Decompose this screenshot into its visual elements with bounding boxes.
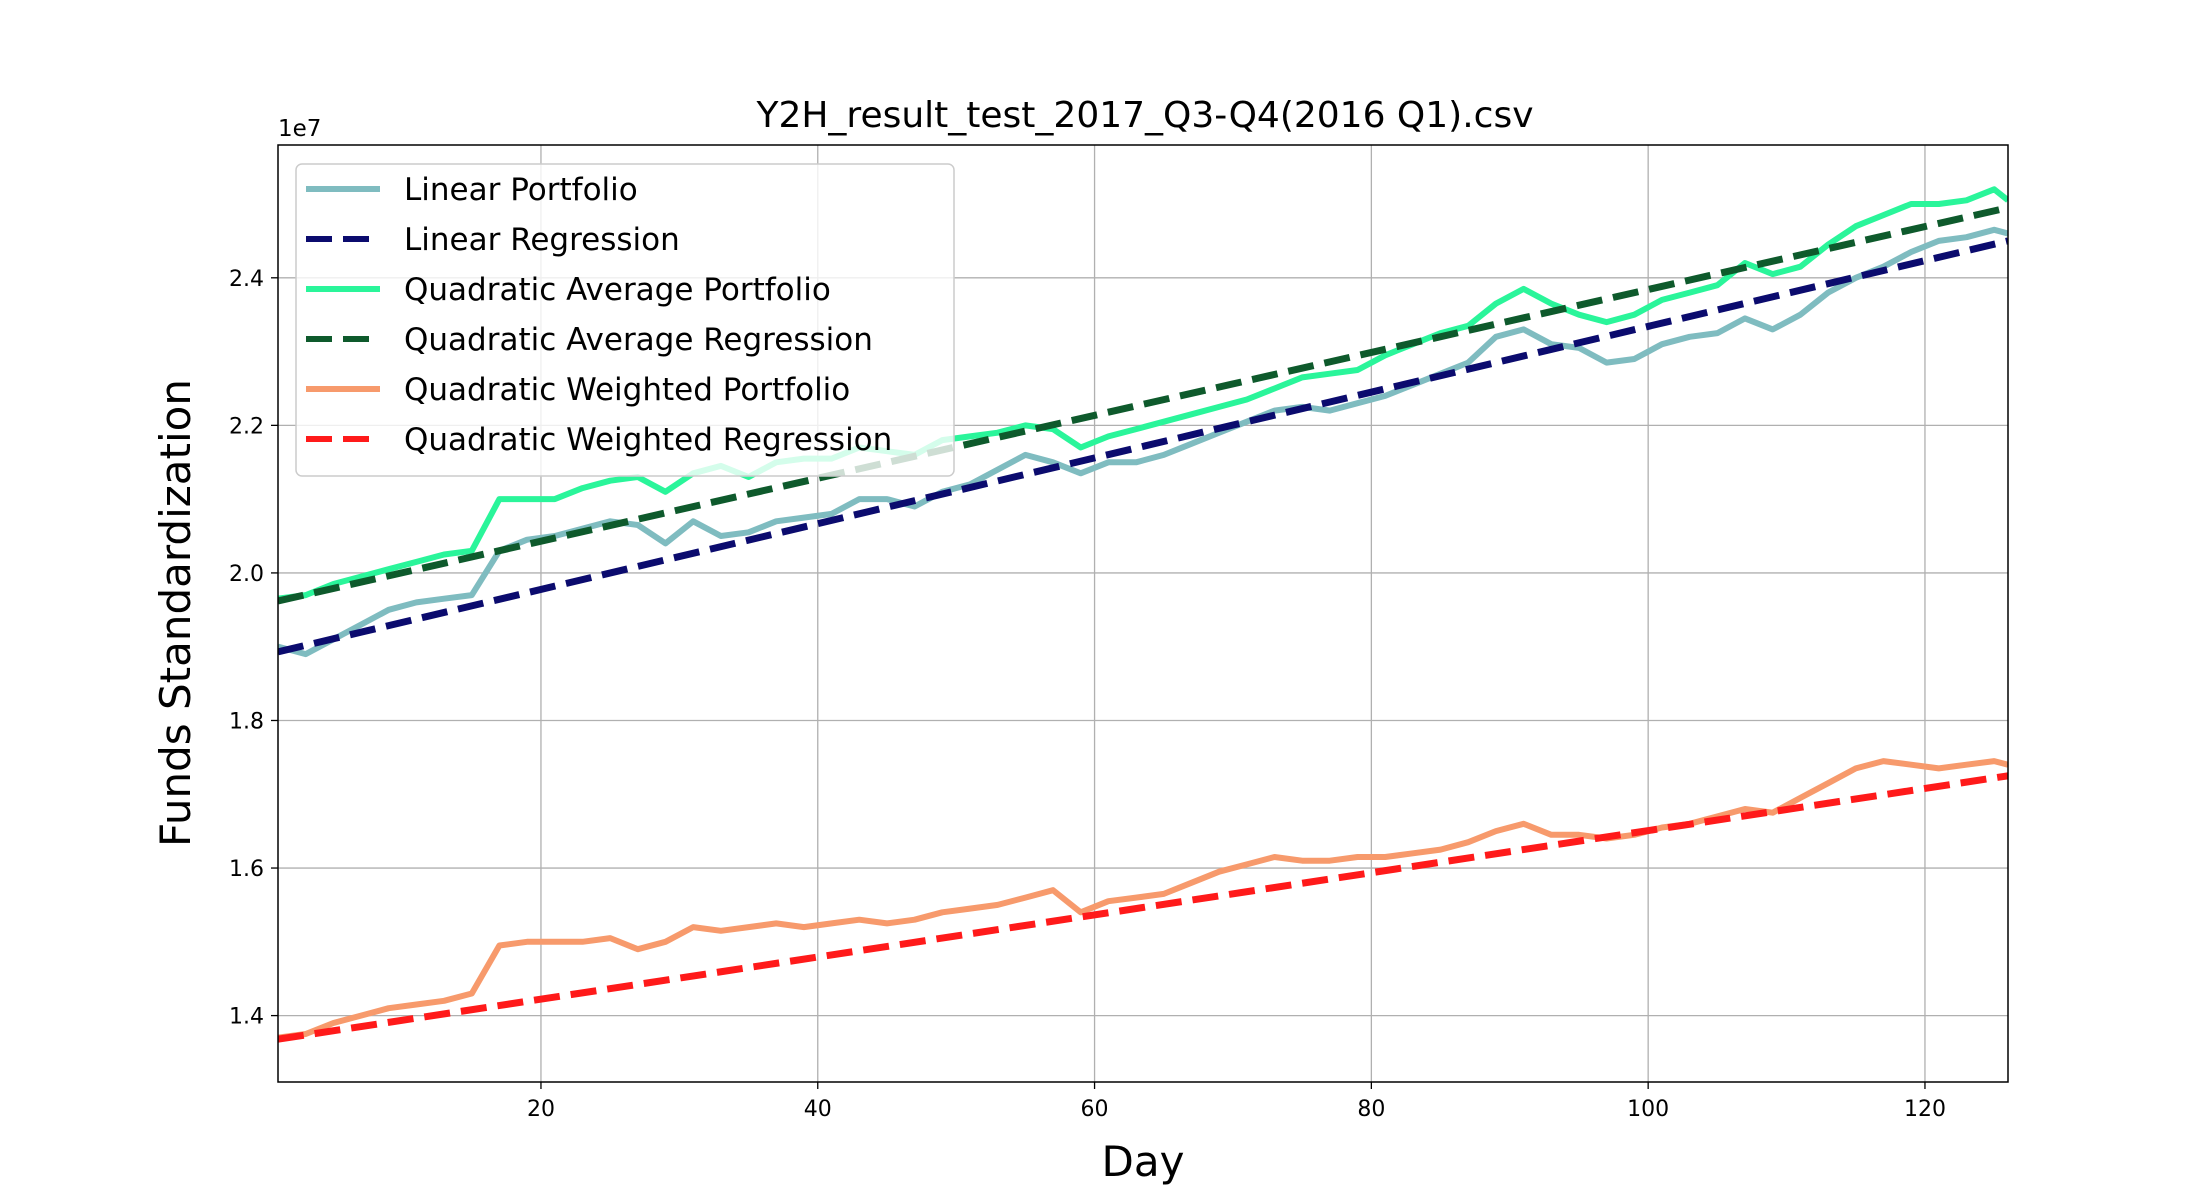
chart-title: Y2H_result_test_2017_Q3-Q4(2016 Q1).csv <box>755 95 1533 136</box>
legend-label: Quadratic Average Portfolio <box>404 272 831 308</box>
x-axis-label: Day <box>1102 1137 1185 1186</box>
legend-label: Quadratic Weighted Regression <box>404 422 892 458</box>
legend-label: Quadratic Average Regression <box>404 322 873 358</box>
x-axis-ticks: 20 40 60 80 100 120 <box>527 1082 1946 1122</box>
legend-label: Linear Portfolio <box>404 172 638 208</box>
series-line-linear-regression <box>278 237 2008 656</box>
legend-box <box>295 163 955 477</box>
series-layer <box>278 186 2008 1043</box>
legend-label: Linear Regression <box>404 222 680 258</box>
y-axis-ticks: 1.4 1.6 1.8 2.0 2.2 2.4 <box>229 267 278 1030</box>
legend: Linear Portfolio Linear Regression Quadrat… <box>295 163 955 477</box>
y-tick-label: 2.0 <box>229 562 264 587</box>
y-axis-label: Funds Standardization <box>151 379 200 847</box>
y-tick-label: 2.4 <box>229 267 264 292</box>
x-tick-label: 80 <box>1357 1097 1385 1122</box>
x-tick-label: 40 <box>804 1097 832 1122</box>
plot-frame <box>277 144 2009 1083</box>
y-tick-label: 1.8 <box>229 709 264 734</box>
y-tick-label: 1.6 <box>229 857 264 882</box>
legend-label: Quadratic Weighted Portfolio <box>404 372 850 408</box>
series-line-quadratic-weighted-portfolio <box>278 758 2008 1041</box>
x-tick-label: 20 <box>527 1097 555 1122</box>
x-tick-label: 100 <box>1627 1097 1669 1122</box>
y-offset-label: 1e7 <box>278 116 321 142</box>
x-tick-label: 120 <box>1904 1097 1946 1122</box>
y-tick-label: 2.2 <box>229 414 264 439</box>
y-tick-label: 1.4 <box>229 1005 264 1030</box>
x-tick-label: 60 <box>1081 1097 1109 1122</box>
series-line-quadratic-weighted-regression <box>278 772 2008 1043</box>
